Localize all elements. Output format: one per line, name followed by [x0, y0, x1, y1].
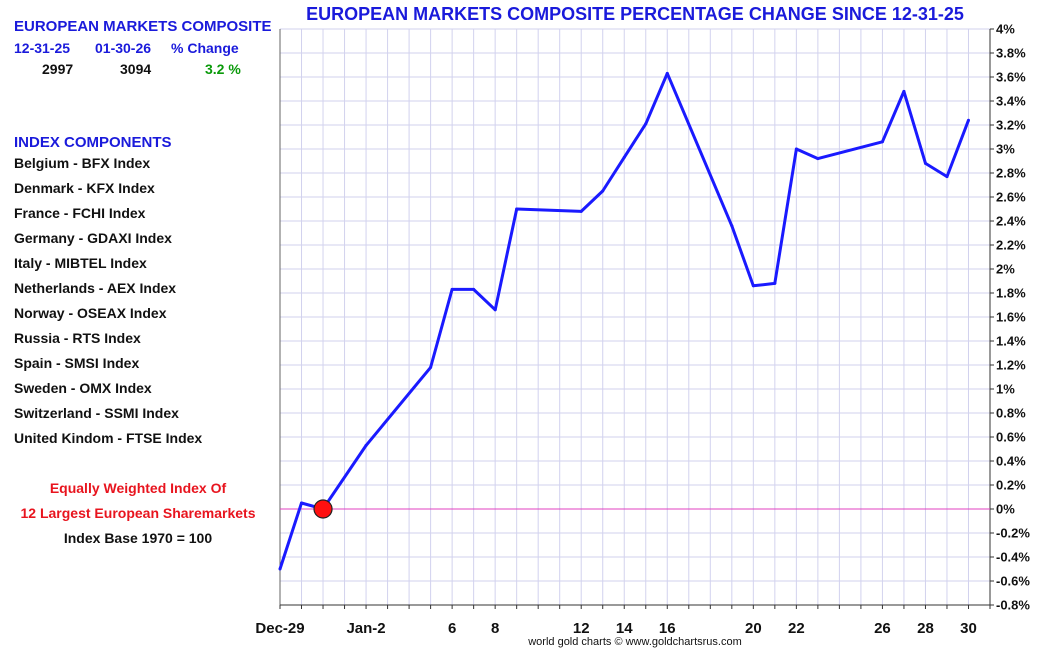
data-point: [665, 71, 669, 75]
y-tick-label: 1.8%: [996, 286, 1026, 301]
x-tick-label: 16: [659, 620, 676, 637]
data-point: [622, 155, 626, 159]
data-point: [579, 209, 583, 213]
y-tick-label: -0.2%: [996, 526, 1030, 541]
data-point: [773, 281, 777, 285]
data-point: [278, 567, 282, 571]
y-tick-label: -0.4%: [996, 550, 1030, 565]
note-line-2: 12 Largest European Sharemarkets: [20, 505, 256, 521]
component-item: France - FCHI Index: [14, 205, 146, 221]
data-point: [923, 161, 927, 165]
y-tick-label: 0.2%: [996, 478, 1026, 493]
component-item: Italy - MIBTEL Index: [14, 255, 147, 271]
component-item: Germany - GDAXI Index: [14, 230, 172, 246]
y-tick-label: 1.2%: [996, 358, 1026, 373]
x-tick-label: 20: [745, 620, 762, 637]
components-list: Belgium - BFX Index Denmark - KFX Index …: [14, 154, 202, 454]
data-point: [450, 287, 454, 291]
y-tick-label: 1%: [996, 382, 1015, 397]
data-point: [644, 122, 648, 126]
data-point: [816, 157, 820, 161]
x-tick-label: 26: [874, 620, 891, 637]
y-tick-label: 3.8%: [996, 46, 1026, 61]
end-date-label: 01-30-26: [95, 40, 152, 56]
y-tick-label: 0.4%: [996, 454, 1026, 469]
component-item: Norway - OSEAX Index: [14, 305, 167, 321]
x-tick-label: 30: [960, 620, 977, 637]
y-tick-label: 3%: [996, 142, 1015, 157]
y-tick-label: 3.4%: [996, 94, 1026, 109]
data-point: [601, 189, 605, 193]
component-item: Sweden - OMX Index: [14, 380, 152, 396]
x-tick-label: 14: [616, 620, 633, 637]
start-date-label: 12-31-25: [14, 40, 71, 56]
component-item: Russia - RTS Index: [14, 330, 141, 346]
data-point: [880, 140, 884, 144]
end-value: 3094: [120, 61, 152, 77]
component-item: Denmark - KFX Index: [14, 180, 155, 196]
x-tick-label: Dec-29: [255, 620, 304, 637]
y-tick-label: 0%: [996, 502, 1015, 517]
y-tick-label: 1.6%: [996, 310, 1026, 325]
component-item: Belgium - BFX Index: [14, 155, 151, 171]
y-tick-label: -0.6%: [996, 574, 1030, 589]
y-tick-label: 0.8%: [996, 406, 1026, 421]
x-tick-label: 8: [491, 620, 499, 637]
data-point: [730, 224, 734, 228]
data-point: [794, 147, 798, 151]
note-line-1: Equally Weighted Index Of: [49, 480, 227, 496]
data-point: [364, 443, 368, 447]
note-line-3: Index Base 1970 = 100: [63, 530, 213, 546]
x-tick-label: 12: [573, 620, 590, 637]
data-point: [902, 89, 906, 93]
change-value: 3.2 %: [205, 61, 241, 77]
x-tick-label: 6: [448, 620, 456, 637]
data-point: [945, 175, 949, 179]
x-tick-label: 22: [788, 620, 805, 637]
y-tick-label: 2.2%: [996, 238, 1026, 253]
panel-title: EUROPEAN MARKETS COMPOSITE: [14, 18, 272, 35]
data-point: [472, 287, 476, 291]
y-tick-label: 2.6%: [996, 190, 1026, 205]
change-label: % Change: [171, 40, 239, 56]
data-point: [300, 501, 304, 505]
credit-text: world gold charts © www.goldchartsrus.co…: [528, 636, 742, 648]
data-point: [966, 118, 970, 122]
y-tick-label: 2%: [996, 262, 1015, 277]
y-tick-label: 2.4%: [996, 214, 1026, 229]
start-marker: [313, 499, 333, 519]
y-tick-label: 0.6%: [996, 430, 1026, 445]
component-item: Netherlands - AEX Index: [14, 280, 177, 296]
data-point: [493, 308, 497, 312]
y-tick-label: 2.8%: [996, 166, 1026, 181]
y-tick-label: 1.4%: [996, 334, 1026, 349]
data-point: [515, 207, 519, 211]
info-panel: EUROPEAN MARKETS COMPOSITE 12-31-25 01-3…: [0, 0, 280, 650]
y-tick-label: 3.6%: [996, 70, 1026, 85]
y-tick-label: 3.2%: [996, 118, 1026, 133]
chart-title: EUROPEAN MARKETS COMPOSITE PERCENTAGE CH…: [306, 4, 964, 24]
start-value: 2997: [42, 61, 74, 77]
component-item: Spain - SMSI Index: [14, 355, 140, 371]
data-point: [429, 365, 433, 369]
x-tick-label: 28: [917, 620, 934, 637]
series-line: [278, 71, 970, 570]
x-tick-label: Jan-2: [346, 620, 385, 637]
components-title: INDEX COMPONENTS: [14, 134, 172, 151]
component-item: United Kindom - FTSE Index: [14, 430, 203, 446]
y-tick-label: 4%: [996, 22, 1015, 37]
y-tick-label: -0.8%: [996, 598, 1030, 613]
component-item: Switzerland - SSMI Index: [14, 405, 179, 421]
data-point: [751, 284, 755, 288]
